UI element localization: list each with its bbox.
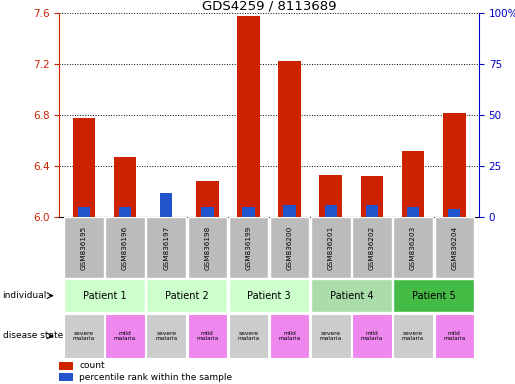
Bar (64, 314, 104, 358)
Bar (105, 314, 145, 358)
Bar (393, 314, 433, 358)
Text: GSM836197: GSM836197 (163, 225, 169, 270)
Bar (311, 279, 392, 312)
Bar (270, 314, 310, 358)
Text: Patient 1: Patient 1 (83, 291, 126, 301)
Bar (196, 181, 219, 217)
Text: mild
malaria: mild malaria (114, 331, 136, 341)
Text: GSM836203: GSM836203 (410, 225, 416, 270)
Text: Patient 3: Patient 3 (247, 291, 291, 301)
Text: GSM836198: GSM836198 (204, 225, 210, 270)
Bar (242, 207, 255, 217)
Text: mild
malaria: mild malaria (196, 331, 218, 341)
Bar (229, 314, 268, 358)
Bar (393, 279, 474, 312)
Text: Patient 4: Patient 4 (330, 291, 373, 301)
Bar (278, 61, 301, 217)
Bar (187, 217, 227, 278)
Bar (435, 217, 474, 278)
Text: Patient 2: Patient 2 (165, 291, 209, 301)
Bar (443, 113, 466, 217)
Text: Patient 5: Patient 5 (412, 291, 456, 301)
Bar (360, 176, 383, 217)
Bar (64, 279, 145, 312)
Title: GDS4259 / 8113689: GDS4259 / 8113689 (202, 0, 336, 12)
Text: GSM836200: GSM836200 (287, 225, 293, 270)
Bar (119, 207, 131, 217)
Text: mild
malaria: mild malaria (443, 331, 466, 341)
Text: percentile rank within the sample: percentile rank within the sample (79, 372, 232, 382)
Bar (366, 205, 378, 217)
Bar (407, 207, 419, 217)
Bar (160, 192, 173, 217)
Bar (187, 314, 227, 358)
Bar (114, 157, 136, 217)
Text: severe
malaria: severe malaria (320, 331, 342, 341)
Bar (237, 16, 260, 217)
Bar (146, 314, 186, 358)
Text: GSM836201: GSM836201 (328, 225, 334, 270)
Bar (270, 217, 310, 278)
Text: count: count (79, 361, 105, 370)
Text: GSM836199: GSM836199 (246, 225, 251, 270)
Bar (352, 217, 392, 278)
Bar (402, 151, 424, 217)
Bar (319, 175, 342, 217)
Bar (78, 207, 90, 217)
Bar (229, 279, 310, 312)
Bar (64, 217, 104, 278)
Bar (59, 362, 73, 369)
Bar (393, 217, 433, 278)
Bar (201, 207, 214, 217)
Bar (435, 314, 474, 358)
Bar (352, 314, 392, 358)
Text: individual: individual (3, 291, 47, 300)
Bar (59, 373, 73, 381)
Text: severe
malaria: severe malaria (402, 331, 424, 341)
Bar (146, 217, 186, 278)
Bar (324, 205, 337, 217)
Text: severe
malaria: severe malaria (155, 331, 177, 341)
Bar (311, 314, 351, 358)
Text: severe
malaria: severe malaria (237, 331, 260, 341)
Text: GSM836202: GSM836202 (369, 225, 375, 270)
Text: mild
malaria: mild malaria (361, 331, 383, 341)
Bar (229, 217, 268, 278)
Text: mild
malaria: mild malaria (279, 331, 301, 341)
Bar (105, 217, 145, 278)
Text: disease state: disease state (3, 331, 63, 341)
Bar (311, 217, 351, 278)
Bar (448, 209, 460, 217)
Text: severe
malaria: severe malaria (73, 331, 95, 341)
Bar (283, 205, 296, 217)
Text: GSM836196: GSM836196 (122, 225, 128, 270)
Text: GSM836204: GSM836204 (451, 225, 457, 270)
Bar (73, 118, 95, 217)
Text: GSM836195: GSM836195 (81, 225, 87, 270)
Bar (146, 279, 227, 312)
